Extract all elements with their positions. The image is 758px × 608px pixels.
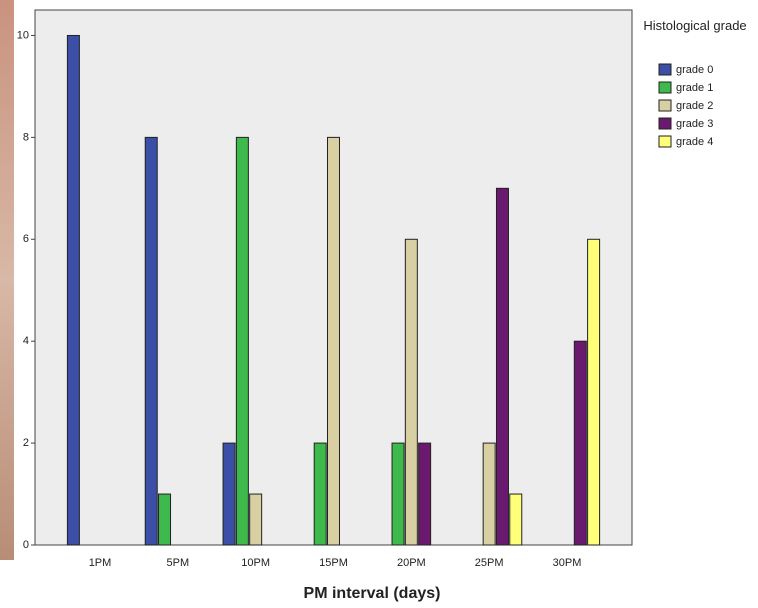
bar [509,493,523,546]
bar [587,238,601,546]
legend-swatch [658,99,672,112]
legend-label: grade 3 [676,118,713,130]
bar [158,493,172,546]
bar [418,442,432,546]
legend-title: Histological grade [643,18,747,33]
bar [144,136,158,546]
bar [573,340,587,546]
x-tick-label: 25PM [475,557,504,569]
x-tick-label: 10PM [241,557,270,569]
bar [482,442,496,546]
legend-swatch [658,81,672,94]
bar [327,136,340,546]
y-tick-label: 4 [23,335,29,347]
photo-strip [0,0,14,560]
legend-label: grade 0 [676,64,713,76]
legend-label: grade 2 [676,100,713,112]
x-tick-label: 5PM [167,557,190,569]
legend-swatch [658,117,672,130]
bar [249,493,263,546]
bar [404,238,418,546]
x-tick-label: 30PM [553,557,582,569]
x-axis-title: PM interval (days) [304,585,441,602]
x-tick-label: 20PM [397,557,426,569]
x-tick-label: 1PM [89,557,112,569]
bar [235,136,249,546]
bar [222,442,236,546]
y-tick-label: 2 [23,437,29,449]
legend-label: grade 4 [676,136,713,148]
bar [66,34,80,546]
bar [313,442,327,546]
x-tick-label: 15PM [319,557,348,569]
legend-label: grade 1 [676,82,713,94]
legend-swatch [658,63,672,76]
y-tick-label: 6 [23,233,29,245]
legend-swatch [658,135,672,148]
bar [495,187,509,546]
y-tick-label: 8 [23,131,29,143]
y-tick-label: 10 [17,29,29,41]
y-tick-label: 0 [23,539,29,551]
bar [391,442,405,546]
